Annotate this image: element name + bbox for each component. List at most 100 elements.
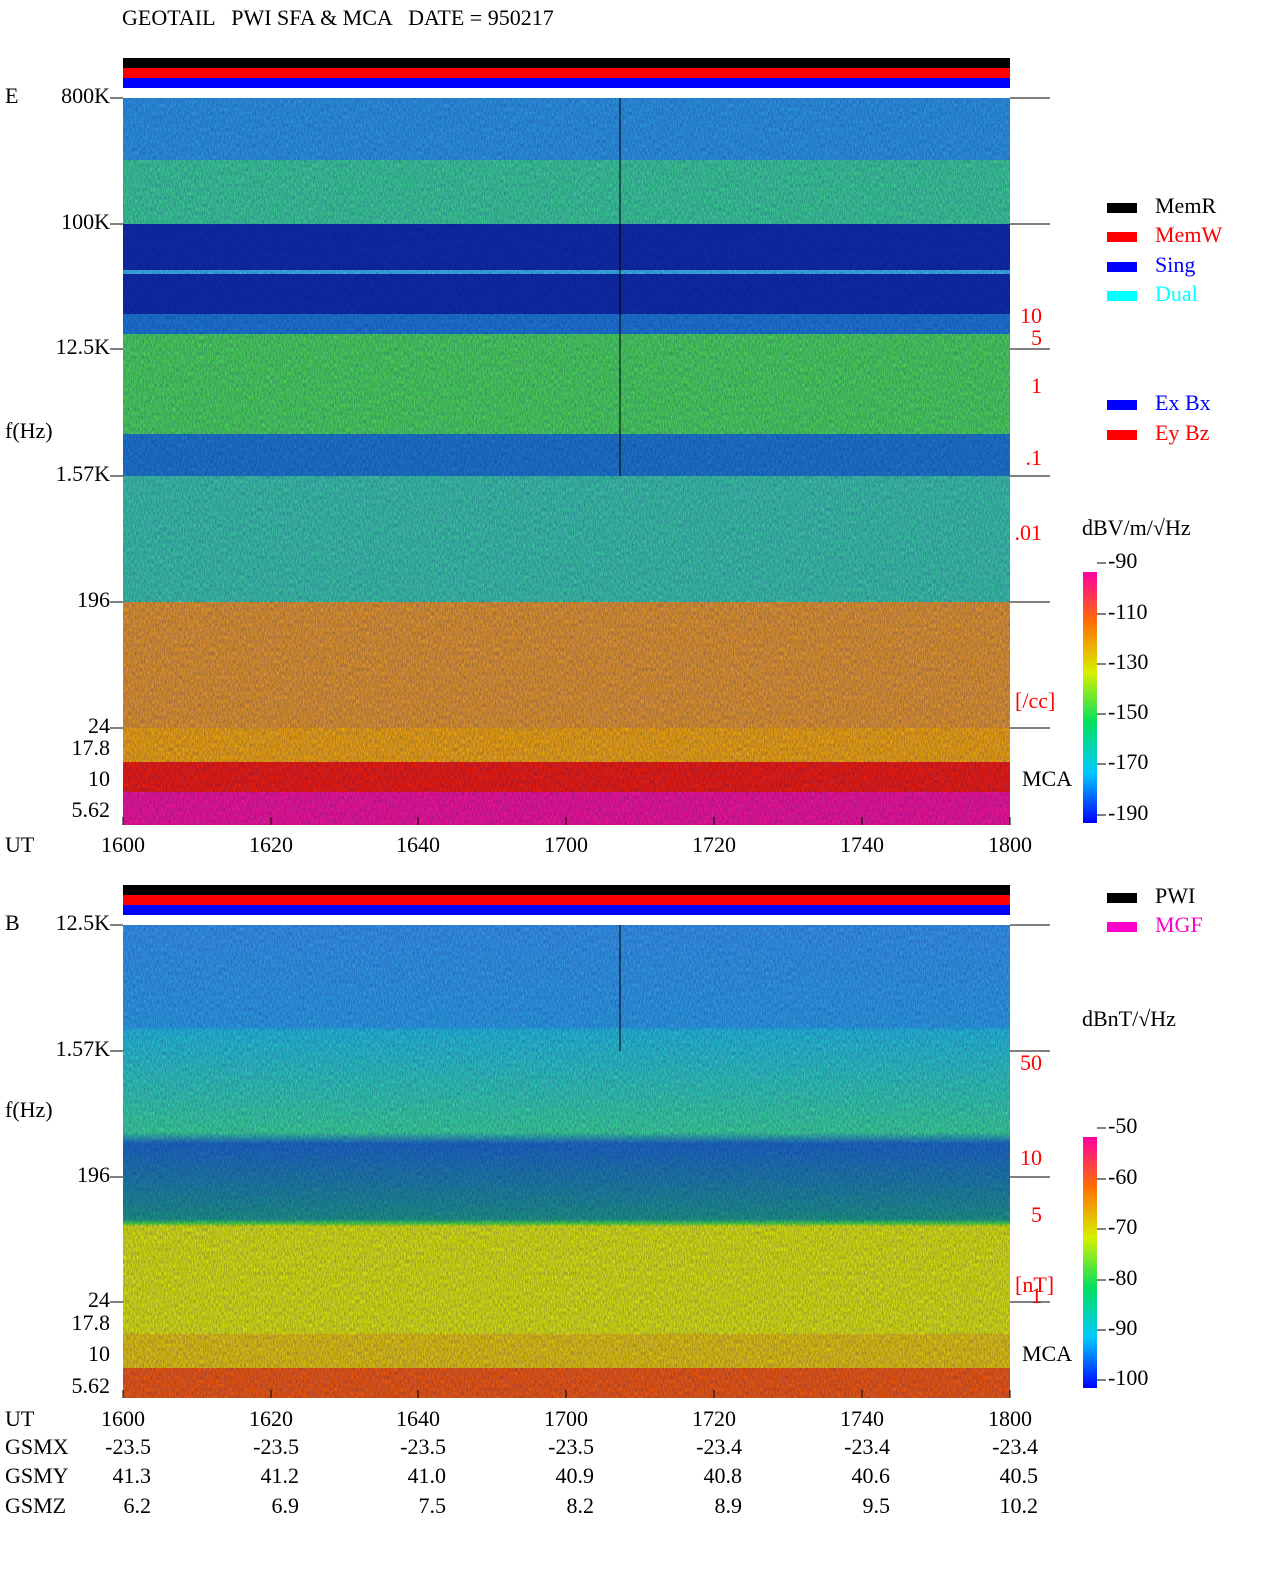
x-tick-label: 1720 [692,832,736,857]
x-tick-label: 1640 [396,832,440,857]
colorbar-title: dBV/m/√Hz [1082,515,1191,540]
orbit-value: 9.5 [863,1493,891,1518]
y-tick-label: 100K [61,209,110,234]
legend-label: PWI [1155,883,1195,908]
colorbar-tick-label: -110 [1108,599,1148,624]
orbit-value: 41.3 [113,1463,152,1488]
orbit-value: 41.0 [408,1463,447,1488]
density-label: .01 [1015,520,1043,545]
orbit-value: 7.5 [419,1493,447,1518]
status-bar [123,885,1010,895]
axis-title: f(Hz) [5,418,53,443]
x-tick-label: 1720 [692,1406,736,1431]
legend-label: Ex Bx [1155,390,1211,415]
density-label: 10 [1020,303,1042,328]
legend-swatch [1107,203,1137,213]
legend-swatch [1107,232,1137,242]
y-tick-label: 1.57K [56,1036,111,1061]
x-tick-label: 1620 [249,1406,293,1431]
colorbar-tick-label: -190 [1108,800,1148,825]
orbit-value: -23.4 [696,1434,742,1459]
x-axis-title: UT [5,1406,35,1431]
legend-swatch [1107,893,1137,903]
colorbar-tick-label: -60 [1108,1164,1137,1189]
orbit-value: -23.5 [253,1434,299,1459]
y-tick-label: 196 [77,587,110,612]
colorbar-tick-label: -50 [1108,1113,1137,1138]
title: GEOTAIL PWI SFA & MCA DATE = 950217 [122,5,554,30]
x-tick-label: 1700 [544,1406,588,1431]
colorbar-tick-label: -80 [1108,1265,1137,1290]
y-tick-label: 196 [77,1162,110,1187]
legend-label: Dual [1155,281,1198,306]
orbit-value: 6.9 [272,1493,300,1518]
y-tick-label: 17.8 [72,1310,111,1335]
x-tick-label: 1600 [101,832,145,857]
orbit-value: -23.5 [548,1434,594,1459]
orbit-value: 40.9 [556,1463,595,1488]
orbit-label: GSMZ [5,1493,66,1518]
orbit-label: GSMY [5,1463,69,1488]
colorbar-title: dBnT/√Hz [1082,1006,1176,1031]
orbit-value: 8.2 [567,1493,595,1518]
colorbar [1083,572,1097,823]
density-label: .1 [1026,445,1043,470]
y-tick-label: 12.5K [56,910,111,935]
orbit-value: -23.5 [105,1434,151,1459]
legend-swatch [1107,430,1137,440]
density-label: 1 [1031,373,1042,398]
legend-label: MGF [1155,912,1203,937]
orbit-value: 40.5 [1000,1463,1039,1488]
colorbar-tick-label: -150 [1108,699,1148,724]
colorbar-tick-label: -100 [1108,1365,1148,1390]
x-tick-label: 1800 [988,832,1032,857]
colorbar-tick-label: -170 [1108,749,1148,774]
x-tick-label: 1620 [249,832,293,857]
legend-label: Sing [1155,252,1195,277]
y-tick-label: 5.62 [72,1373,111,1398]
y-tick-label: 800K [61,83,110,108]
x-tick-label: 1600 [101,1406,145,1431]
legend-swatch [1107,262,1137,272]
status-bar [123,58,1010,68]
orbit-value: 41.2 [261,1463,300,1488]
x-axis-title: UT [5,832,35,857]
orbit-value: 40.6 [852,1463,891,1488]
orbit-value: -23.4 [992,1434,1038,1459]
density-label: 5 [1031,1202,1042,1227]
orbit-value: 10.2 [1000,1493,1039,1518]
density-label: 50 [1020,1050,1042,1075]
colorbar-tick-label: -130 [1108,649,1148,674]
y-tick-label: 5.62 [72,797,111,822]
x-tick-label: 1740 [840,832,884,857]
legend-label: Ey Bz [1155,420,1210,445]
x-tick-label: 1800 [988,1406,1032,1431]
density-unit: [nT] [1015,1272,1054,1297]
y-tick-label: 17.8 [72,735,111,760]
density-label: 1 [1031,1283,1042,1308]
density-label: 5 [1031,325,1042,350]
orbit-value: 6.2 [124,1493,152,1518]
orbit-value: 8.9 [715,1493,743,1518]
y-tick-label: 10 [88,1341,110,1366]
legend-label: MemR [1155,193,1216,218]
orbit-label: GSMX [5,1434,69,1459]
density-label: 10 [1020,1145,1042,1170]
colorbar [1083,1137,1097,1388]
density-unit: [/cc] [1015,688,1055,713]
colorbar-tick-label: -90 [1108,548,1137,573]
panel-label: B [5,910,20,935]
y-tick-label: 12.5K [56,334,111,359]
mca-label: MCA [1022,1341,1072,1366]
colorbar-tick-label: -70 [1108,1214,1137,1239]
colorbar-tick-label: -90 [1108,1315,1137,1340]
status-bar [123,68,1010,78]
status-bar [123,895,1010,905]
panel-label: E [5,83,18,108]
status-bar [123,905,1010,915]
orbit-value: -23.4 [844,1434,890,1459]
legend-swatch [1107,400,1137,410]
legend-swatch [1107,291,1137,301]
orbit-value: -23.5 [400,1434,446,1459]
